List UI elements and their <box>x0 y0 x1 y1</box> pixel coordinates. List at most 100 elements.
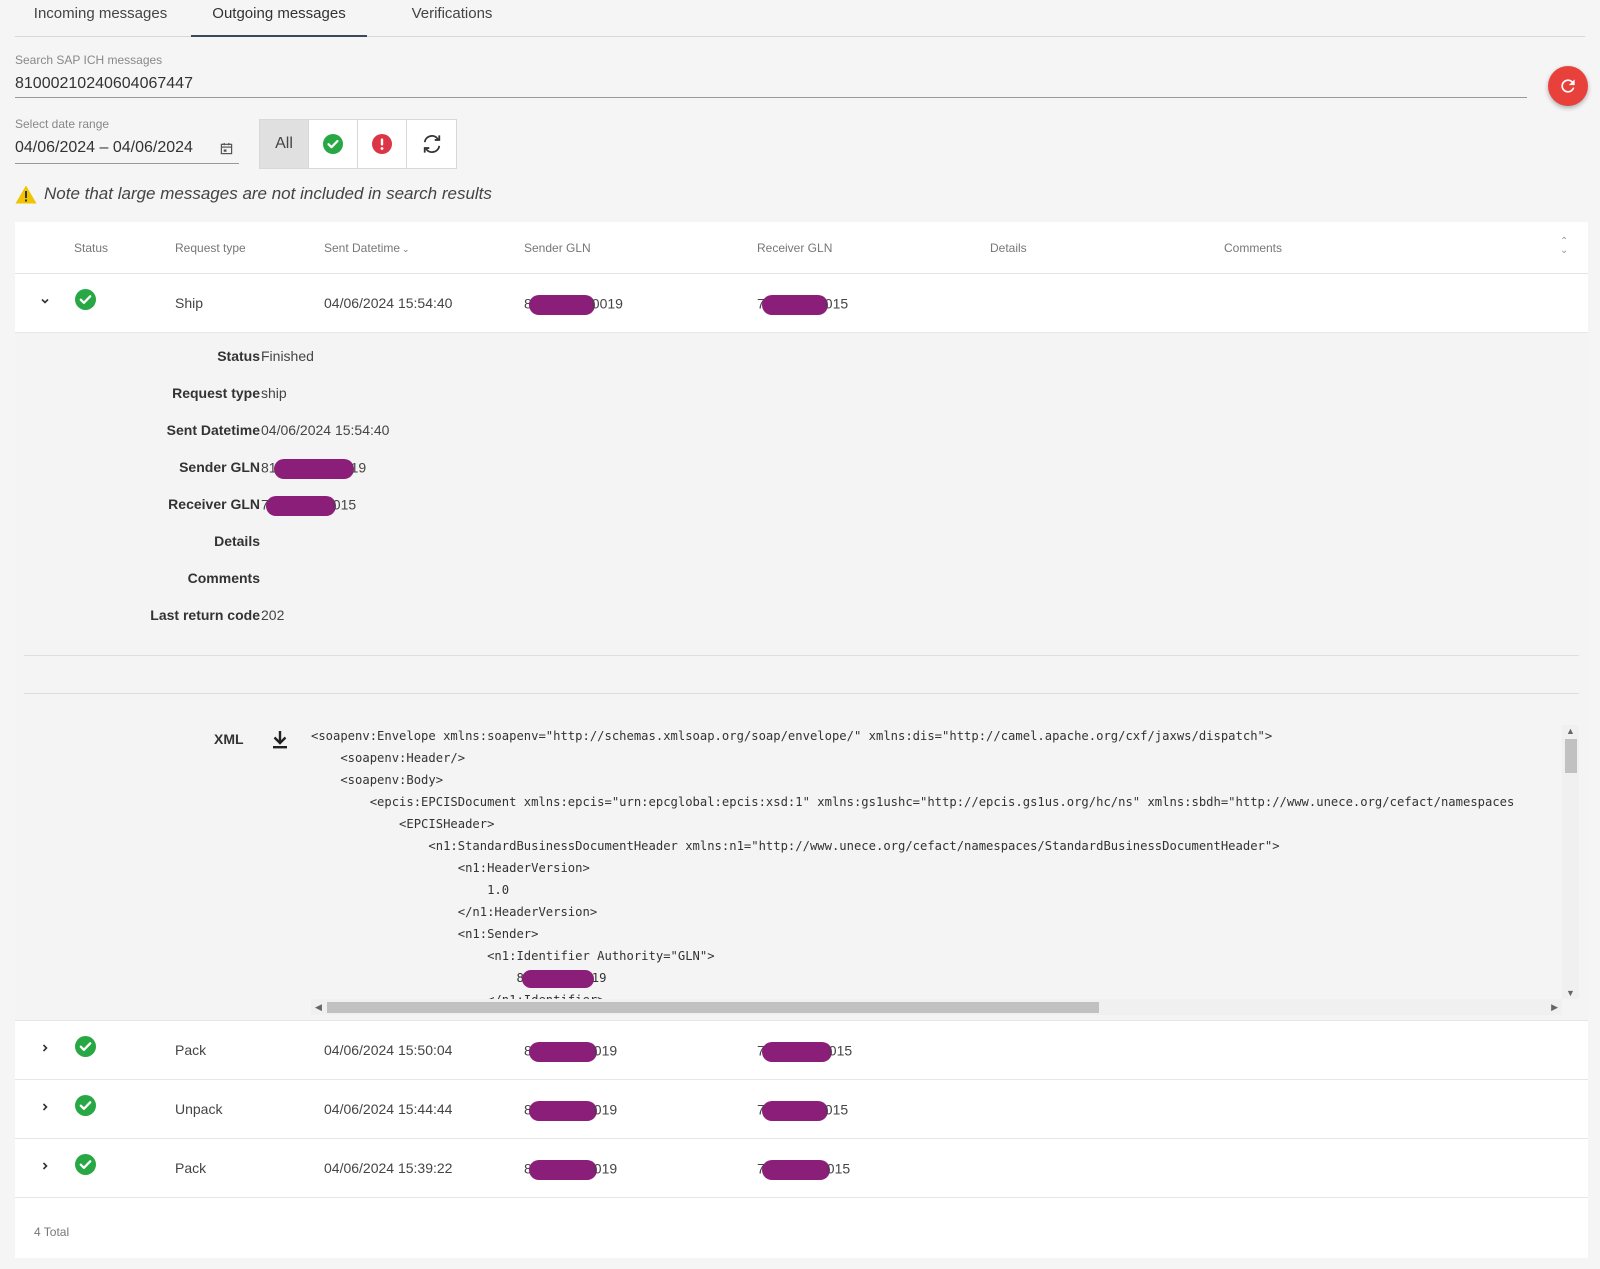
refresh-button[interactable] <box>1548 66 1588 106</box>
detail-value-sender-gln: 81 19 <box>261 459 366 479</box>
table-row[interactable]: Unpack 04/06/2024 15:44:44 8 019 7 015 <box>15 1080 1588 1139</box>
receiver-gln-suffix: 015 <box>826 1160 851 1177</box>
sender-gln-prefix: 8 <box>524 1042 532 1059</box>
detail-value-status: Finished <box>261 348 314 364</box>
receiver-gln-cell: 7 015 <box>757 1101 848 1121</box>
sent-datetime-cell: 04/06/2024 15:39:22 <box>324 1160 453 1176</box>
status-filter-group: All <box>259 119 457 169</box>
table-row[interactable]: Pack 04/06/2024 15:39:22 8 019 7 015 <box>15 1139 1588 1198</box>
redaction-mark <box>265 496 336 516</box>
scroll-left-icon[interactable]: ◀ <box>315 1002 322 1012</box>
xml-line: <soapenv:Body> <box>311 773 444 787</box>
xml-line: 1.0 <box>311 883 510 897</box>
horizontal-scrollbar[interactable]: ◀ ▶ <box>311 999 1562 1015</box>
filter-success-button[interactable] <box>309 120 358 168</box>
sender-gln-suffix: 019 <box>593 1042 618 1059</box>
tab-verifications[interactable]: Verifications <box>411 5 493 22</box>
filter-all-button[interactable]: All <box>260 120 309 168</box>
receiver-gln-prefix: 7 <box>757 1101 765 1118</box>
receiver-gln-cell: 7 015 <box>757 1042 852 1062</box>
table-row[interactable]: Ship 04/06/2024 15:54:40 8 0019 7 015 <box>15 274 1588 333</box>
sort-desc-icon: ⌄ <box>402 244 410 254</box>
tab-incoming-messages[interactable]: Incoming messages <box>33 5 168 22</box>
redaction-mark <box>761 295 828 315</box>
detail-label-comments: Comments <box>187 570 260 586</box>
sender-gln-cell: 8 019 <box>524 1101 617 1121</box>
redaction-mark <box>761 1101 828 1121</box>
chevron-right-icon[interactable] <box>35 1038 55 1058</box>
filter-pending-button[interactable] <box>407 120 456 168</box>
calendar-icon[interactable] <box>220 142 233 155</box>
xml-line: <n1:Identifier Authority="GLN"> <box>311 949 715 963</box>
receiver-gln-suffix: 015 <box>824 295 849 312</box>
sender-gln-prefix: 8 <box>524 295 532 312</box>
success-status-icon <box>75 1154 96 1175</box>
xml-line: <n1:Sender> <box>311 927 539 941</box>
date-range-input[interactable]: 04/06/2024 – 04/06/2024 <box>15 134 239 164</box>
detail-label-request-type: Request type <box>172 385 260 401</box>
detail-label-last-return-code: Last return code <box>150 607 260 623</box>
refresh-icon <box>1561 79 1575 93</box>
download-icon[interactable] <box>272 730 288 750</box>
redaction-mark <box>528 1160 597 1180</box>
chevron-right-icon[interactable] <box>35 1156 55 1176</box>
detail-label-details: Details <box>214 533 260 549</box>
xml-viewer[interactable]: <soapenv:Envelope xmlns:soapenv="http://… <box>311 725 1579 1015</box>
request-type-cell: Unpack <box>175 1101 223 1117</box>
scroll-up-icon[interactable]: ▲ <box>1566 726 1575 736</box>
xml-line: <n1:HeaderVersion> <box>311 861 590 875</box>
header-status[interactable]: Status <box>74 241 109 255</box>
error-circle-icon <box>372 134 392 154</box>
scroll-down-icon[interactable]: ▼ <box>1566 988 1575 998</box>
redaction-mark <box>761 1160 830 1180</box>
vertical-scroll-thumb[interactable] <box>1565 739 1577 773</box>
success-status-icon <box>75 289 96 310</box>
large-messages-note: Note that large messages are not include… <box>15 184 492 204</box>
sent-datetime-cell: 04/06/2024 15:50:04 <box>324 1042 453 1058</box>
header-receiver-gln[interactable]: Receiver GLN <box>757 241 833 255</box>
table-row[interactable]: Pack 04/06/2024 15:50:04 8 019 7 015 <box>15 1021 1588 1080</box>
column-sort-icon[interactable]: ⌃ ⌄ <box>1560 236 1569 256</box>
success-status-icon <box>75 1095 96 1116</box>
scroll-right-icon[interactable]: ▶ <box>1551 1002 1558 1012</box>
receiver-gln-prefix: 7 <box>757 1042 765 1059</box>
sender-gln-suffix: 019 <box>593 1101 618 1118</box>
header-sent-datetime[interactable]: Sent Datetime ⌄ <box>324 241 410 255</box>
request-type-cell: Pack <box>175 1042 207 1058</box>
search-input[interactable] <box>15 70 1527 98</box>
horizontal-scroll-thumb[interactable] <box>327 1002 1099 1013</box>
detail-value-receiver-gln: 7 015 <box>261 496 356 516</box>
header-sender-gln[interactable]: Sender GLN <box>524 241 591 255</box>
detail-label-sender-gln: Sender GLN <box>179 459 260 475</box>
sender-gln-prefix: 81 <box>261 459 277 476</box>
xml-gln-suffix: 19 <box>591 971 607 985</box>
chevron-down-icon[interactable] <box>35 291 55 311</box>
xml-line: <soapenv:Envelope xmlns:soapenv="http://… <box>311 729 1273 743</box>
detail-value-request-type: ship <box>261 385 287 401</box>
tab-outgoing-messages[interactable]: Outgoing messages <box>191 0 367 37</box>
header-details[interactable]: Details <box>990 241 1027 255</box>
sender-gln-prefix: 8 <box>524 1160 532 1177</box>
chevron-right-icon[interactable] <box>35 1097 55 1117</box>
xml-line: <n1:StandardBusinessDocumentHeader xmlns… <box>311 839 1280 853</box>
redaction-mark <box>528 1101 597 1121</box>
header-request-type[interactable]: Request type <box>175 241 246 255</box>
message-tabs: Incoming messages Outgoing messages Veri… <box>15 0 1585 37</box>
messages-table: Status Request type Sent Datetime ⌄ Sende… <box>15 222 1588 1258</box>
date-range-value: 04/06/2024 – 04/06/2024 <box>15 139 193 156</box>
sent-datetime-cell: 04/06/2024 15:54:40 <box>324 295 453 311</box>
vertical-scrollbar[interactable]: ▲ ▼ <box>1562 725 1579 999</box>
check-circle-icon <box>323 134 343 154</box>
redaction-mark <box>761 1042 832 1062</box>
note-text: Note that large messages are not include… <box>44 184 492 203</box>
search-label: Search SAP ICH messages <box>15 53 163 67</box>
detail-value-last-return-code: 202 <box>261 607 285 623</box>
total-count: 4 Total <box>34 1225 70 1239</box>
filter-error-button[interactable] <box>358 120 407 168</box>
receiver-gln-cell: 7 015 <box>757 295 848 315</box>
header-comments[interactable]: Comments <box>1224 241 1283 255</box>
receiver-gln-suffix: 015 <box>824 1101 849 1118</box>
sender-gln-prefix: 8 <box>524 1101 532 1118</box>
xml-line: <EPCISHeader> <box>311 817 495 831</box>
message-details-panel: Status Finished Request type ship Sent D… <box>15 333 1588 1021</box>
